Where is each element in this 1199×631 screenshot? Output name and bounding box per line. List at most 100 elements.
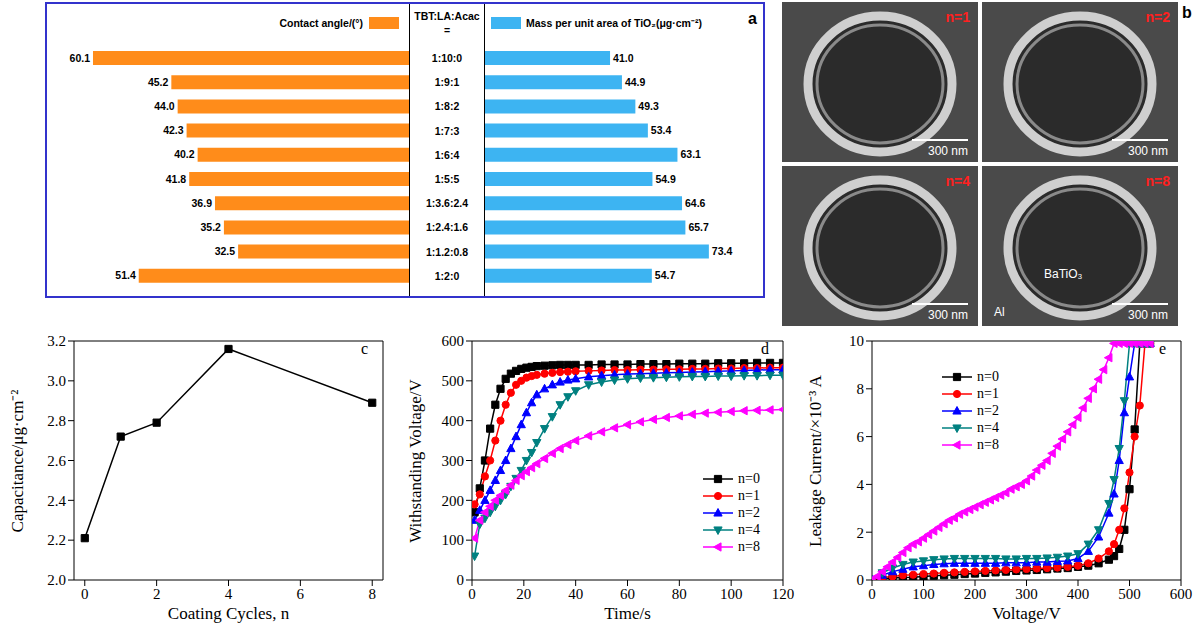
svg-text:63.1: 63.1 <box>680 148 701 160</box>
html-text:Time/s: Time/s <box>604 604 651 623</box>
svg-text:120: 120 <box>772 586 795 602</box>
svg-text:45.2: 45.2 <box>148 76 169 88</box>
svg-text:73.4: 73.4 <box>712 245 733 257</box>
svg-text:0: 0 <box>468 586 476 602</box>
svg-text:100: 100 <box>720 586 743 602</box>
svg-text:65.7: 65.7 <box>688 221 709 233</box>
svg-text:54.7: 54.7 <box>655 269 676 281</box>
html-text:1:8:2: 1:8:2 <box>434 100 460 113</box>
html-text:a: a <box>748 10 757 27</box>
svg-text:200: 200 <box>442 493 465 509</box>
svg-text:3.0: 3.0 <box>47 373 66 389</box>
svg-text:300 nm: 300 nm <box>1128 144 1168 158</box>
html-text:n=4: n=4 <box>738 521 760 537</box>
svg-text:300 nm: 300 nm <box>928 144 968 158</box>
html-text:n=1: n=1 <box>977 385 999 401</box>
svg-text:6: 6 <box>857 429 865 445</box>
html-text:TBT:LA:Acac: TBT:LA:Acac <box>414 10 480 22</box>
html-text:n=0: n=0 <box>738 470 760 486</box>
svg-text:2.8: 2.8 <box>47 413 66 429</box>
svg-text:6: 6 <box>297 586 305 602</box>
svg-text:2: 2 <box>153 586 161 602</box>
html-text:Withstanding Voltage/V: Withstanding Voltage/V <box>406 378 425 543</box>
svg-text:10: 10 <box>849 333 864 349</box>
svg-text:36.9: 36.9 <box>192 197 213 209</box>
html-text:Coating Cycles, n: Coating Cycles, n <box>167 604 290 623</box>
html-text:1:2.4:1.6: 1:2.4:1.6 <box>426 221 468 234</box>
svg-text:400: 400 <box>442 413 465 429</box>
svg-text:41.8: 41.8 <box>166 173 187 185</box>
svg-text:2.6: 2.6 <box>47 453 66 469</box>
svg-text:0: 0 <box>81 586 89 602</box>
svg-text:0: 0 <box>857 572 865 588</box>
svg-text:n=4: n=4 <box>945 173 970 189</box>
html-text:n=1: n=1 <box>738 487 760 503</box>
html-text:n=2: n=2 <box>977 402 999 418</box>
svg-text:42.3: 42.3 <box>163 124 184 136</box>
svg-text:500: 500 <box>442 373 465 389</box>
html-text:Mass per unit area of TiO₂(μg·: Mass per unit area of TiO₂(μg·cm⁻²) <box>526 17 702 29</box>
svg-text:2.0: 2.0 <box>47 572 66 588</box>
svg-text:2.2: 2.2 <box>47 532 66 548</box>
html-text:b: b <box>1182 4 1192 21</box>
svg-text:53.4: 53.4 <box>651 124 672 136</box>
html-text:n=4: n=4 <box>977 419 999 435</box>
html-text:Leakage Current/×10⁻³ A: Leakage Current/×10⁻³ A <box>806 374 825 547</box>
svg-text:44.0: 44.0 <box>154 100 175 112</box>
svg-text:54.9: 54.9 <box>655 173 676 185</box>
svg-text:2.4: 2.4 <box>47 493 66 509</box>
svg-text:44.9: 44.9 <box>625 76 646 88</box>
svg-text:60.1: 60.1 <box>70 52 91 64</box>
svg-text:600: 600 <box>442 333 465 349</box>
html-text:n=2: n=2 <box>738 504 760 520</box>
svg-text:300: 300 <box>442 453 465 469</box>
svg-text:4: 4 <box>857 477 865 493</box>
svg-text:400: 400 <box>1067 586 1090 602</box>
svg-text:300 nm: 300 nm <box>1128 308 1168 322</box>
html-text:Capacitance/μg·cm⁻²: Capacitance/μg·cm⁻² <box>8 389 27 532</box>
svg-text:0: 0 <box>457 572 465 588</box>
svg-text:8: 8 <box>857 381 865 397</box>
html-text:1:3.6:2.4: 1:3.6:2.4 <box>426 197 468 210</box>
svg-text:2: 2 <box>857 525 865 541</box>
svg-text:500: 500 <box>1118 586 1141 602</box>
svg-text:n=1: n=1 <box>945 9 970 25</box>
html-text:n=0: n=0 <box>977 368 999 384</box>
svg-text:49.3: 49.3 <box>638 100 659 112</box>
svg-text:4: 4 <box>225 586 233 602</box>
html-text:n=8: n=8 <box>977 436 999 452</box>
html-text:n=8: n=8 <box>738 538 760 554</box>
svg-text:Al: Al <box>994 305 1005 319</box>
svg-text:300 nm: 300 nm <box>928 308 968 322</box>
html-text:Voltage/V: Voltage/V <box>992 604 1061 623</box>
svg-text:32.5: 32.5 <box>215 245 236 257</box>
svg-text:0: 0 <box>868 586 876 602</box>
svg-text:600: 600 <box>1170 586 1193 602</box>
svg-text:40.2: 40.2 <box>174 148 195 160</box>
svg-text:3.2: 3.2 <box>47 333 66 349</box>
svg-text:60: 60 <box>620 586 635 602</box>
html-text:1:5:5: 1:5:5 <box>434 173 460 185</box>
html-text:1:2:0: 1:2:0 <box>434 269 460 282</box>
svg-text:40: 40 <box>568 586 583 602</box>
svg-text:35.2: 35.2 <box>200 221 221 233</box>
html-text:1:1.2:0.8: 1:1.2:0.8 <box>426 245 468 258</box>
svg-text:n=2: n=2 <box>1145 9 1170 25</box>
svg-text:8: 8 <box>368 586 376 602</box>
svg-text:n=8: n=8 <box>1145 173 1170 189</box>
svg-text:100: 100 <box>442 532 465 548</box>
svg-text:41.0: 41.0 <box>613 52 634 64</box>
html-text:1:9:1: 1:9:1 <box>434 76 460 89</box>
html-text:1:6:4: 1:6:4 <box>434 148 460 161</box>
svg-text:64.6: 64.6 <box>685 197 706 209</box>
svg-text:100: 100 <box>912 586 935 602</box>
svg-text:51.4: 51.4 <box>115 269 136 281</box>
svg-text:BaTiO₃: BaTiO₃ <box>1044 267 1083 281</box>
html-text:Contact angle/(°): Contact angle/(°) <box>279 17 363 29</box>
svg-text:80: 80 <box>672 586 687 602</box>
html-text:1:7:3: 1:7:3 <box>434 124 460 137</box>
svg-text:20: 20 <box>516 586 531 602</box>
html-text:1:10:0: 1:10:0 <box>431 52 463 65</box>
svg-text:200: 200 <box>964 586 987 602</box>
svg-text:300: 300 <box>1015 586 1038 602</box>
